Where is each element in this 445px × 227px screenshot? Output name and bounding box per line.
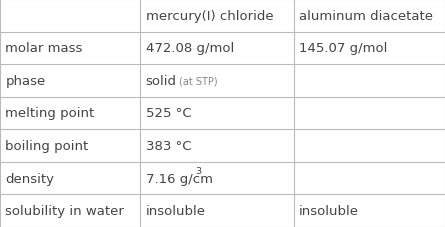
Text: 383 °C: 383 °C	[146, 139, 191, 152]
Text: 7.16 g/cm: 7.16 g/cm	[146, 172, 213, 185]
Text: aluminum diacetate: aluminum diacetate	[299, 10, 433, 23]
Text: boiling point: boiling point	[5, 139, 89, 152]
Text: 145.07 g/mol: 145.07 g/mol	[299, 42, 388, 55]
Text: insoluble: insoluble	[146, 204, 206, 217]
Text: mercury(I) chloride: mercury(I) chloride	[146, 10, 273, 23]
Text: phase: phase	[5, 75, 45, 88]
Text: insoluble: insoluble	[299, 204, 359, 217]
Text: density: density	[5, 172, 54, 185]
Text: 3: 3	[195, 167, 202, 176]
Text: molar mass: molar mass	[5, 42, 83, 55]
Text: solubility in water: solubility in water	[5, 204, 124, 217]
Text: (at STP): (at STP)	[179, 76, 218, 86]
Text: melting point: melting point	[5, 107, 95, 120]
Text: solid: solid	[146, 75, 177, 88]
Text: 525 °C: 525 °C	[146, 107, 191, 120]
Text: 472.08 g/mol: 472.08 g/mol	[146, 42, 234, 55]
